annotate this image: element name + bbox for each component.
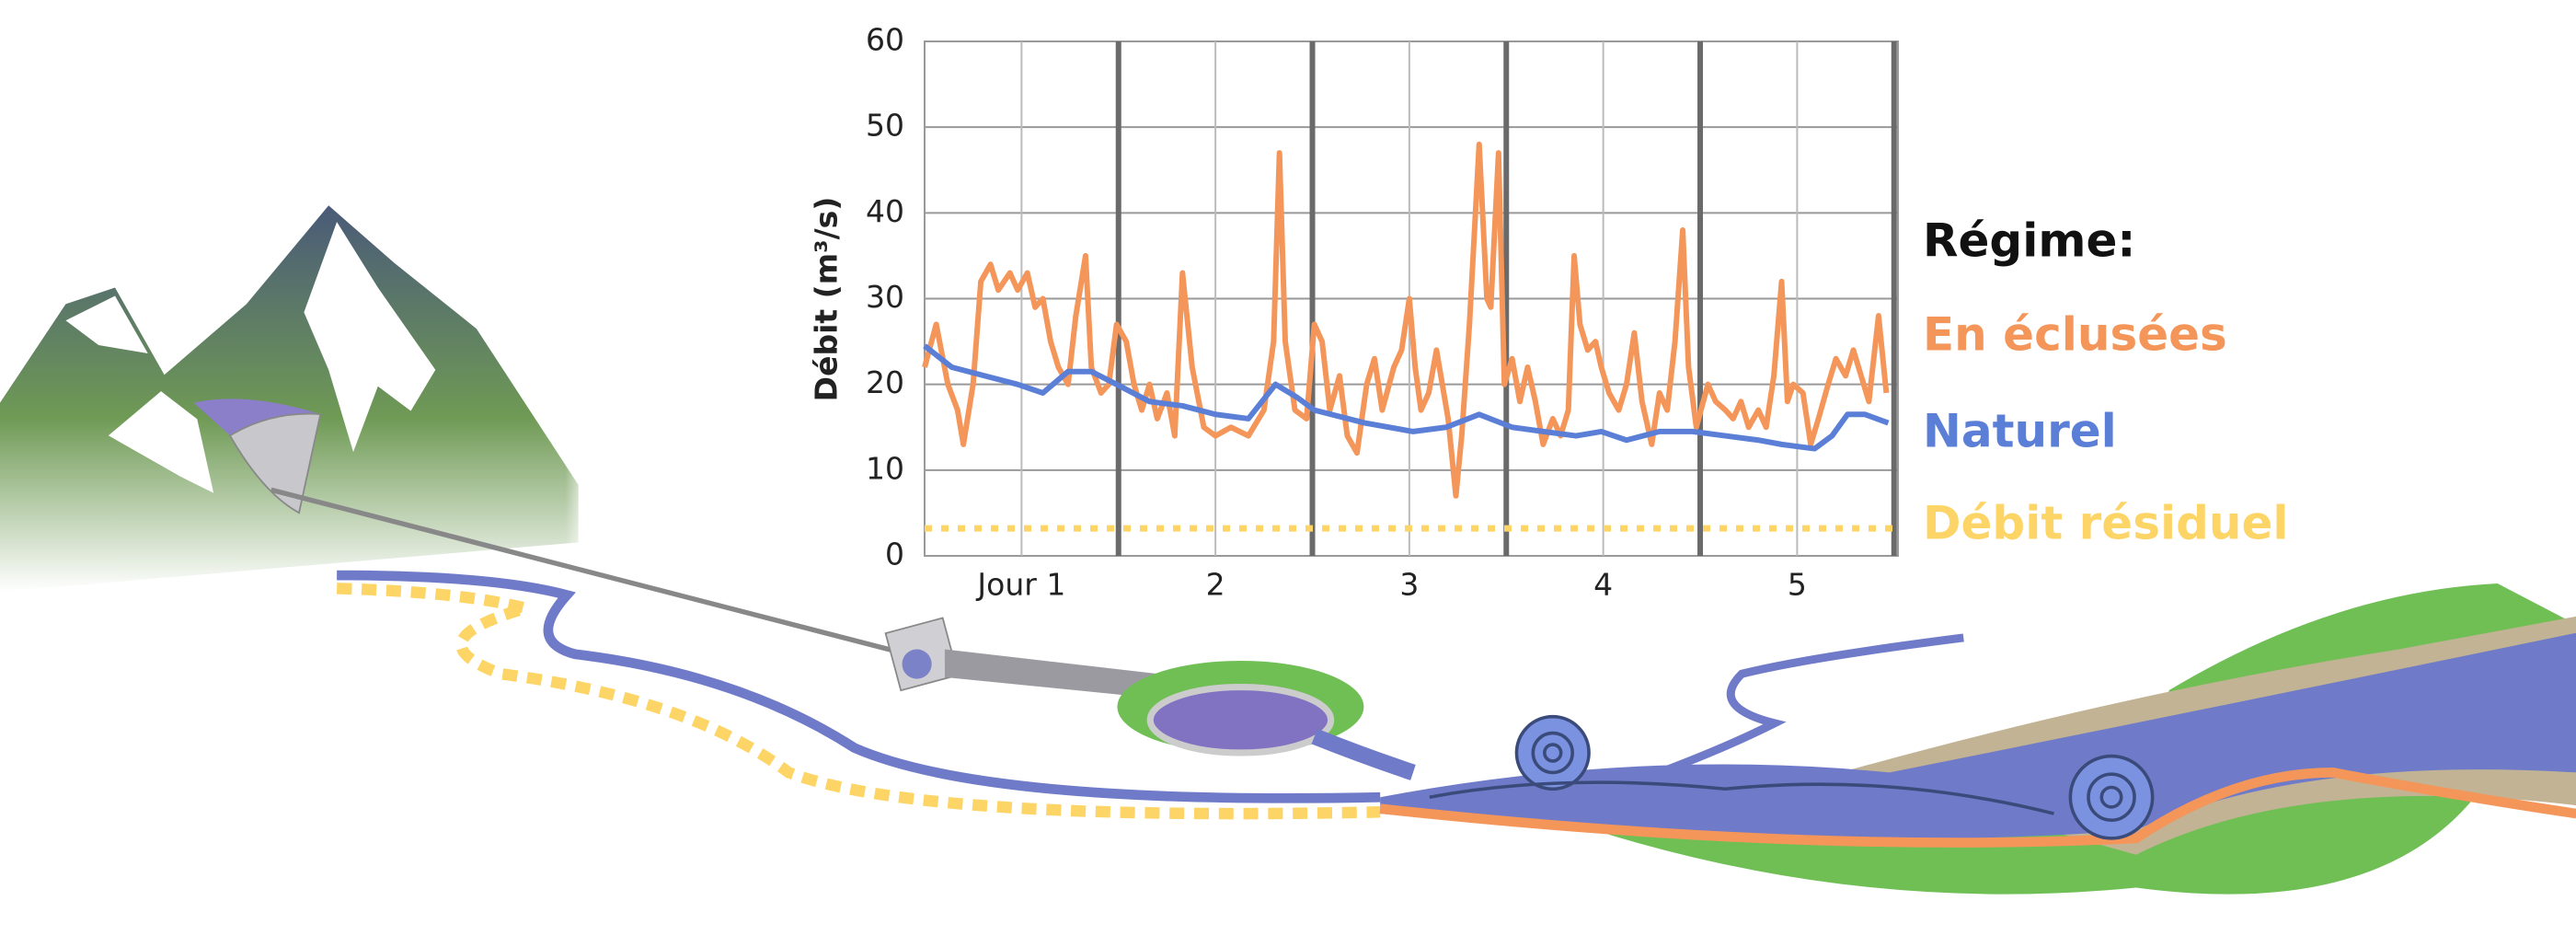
- channel: [1311, 728, 1416, 780]
- mountain: [0, 205, 579, 592]
- fade: [460, 295, 592, 608]
- series-line: [923, 343, 1890, 452]
- y-tick-label: 10: [866, 450, 904, 486]
- x-tick-label: 2: [1206, 567, 1225, 603]
- legend-entry: En éclusées: [1923, 308, 2227, 362]
- x-tick-label: Jour 1: [975, 567, 1065, 603]
- tributary: [1658, 633, 1964, 777]
- snow: [304, 222, 436, 453]
- chart: Régime: Débit (m³/s) 0 10 20 30 40 50 60 Jour 1…: [809, 22, 2289, 603]
- illustration: [0, 205, 2576, 895]
- x-tick-label: 3: [1399, 567, 1419, 603]
- y-tick-label: 50: [866, 108, 904, 144]
- snow: [65, 295, 148, 353]
- y-tick-label: 30: [866, 279, 904, 315]
- x-tick-label: 4: [1593, 567, 1613, 603]
- x-tick-label: 5: [1788, 567, 1807, 603]
- river-wide: [1380, 632, 2576, 839]
- residual-flow: [336, 583, 1381, 820]
- y-axis-label: Débit (m³/s): [809, 197, 845, 402]
- legend-entry: Débit résiduel: [1923, 497, 2289, 550]
- pond: [1146, 683, 1335, 756]
- y-tick-label: 0: [885, 537, 904, 572]
- turbine-wheel: [902, 649, 932, 679]
- legend-entry: Naturel: [1923, 405, 2117, 458]
- orange-bank: [1379, 768, 2576, 848]
- y-tick-label: 40: [866, 193, 904, 229]
- dam: [228, 412, 322, 514]
- snow: [108, 391, 214, 493]
- y-tick-label: 20: [866, 364, 904, 400]
- wave: [1429, 714, 2155, 840]
- y-tick-label: 60: [866, 22, 904, 58]
- penstock: [944, 649, 1159, 699]
- river: [337, 570, 1381, 803]
- pipe: [270, 487, 921, 660]
- legend-title: Régime:: [1923, 214, 2135, 268]
